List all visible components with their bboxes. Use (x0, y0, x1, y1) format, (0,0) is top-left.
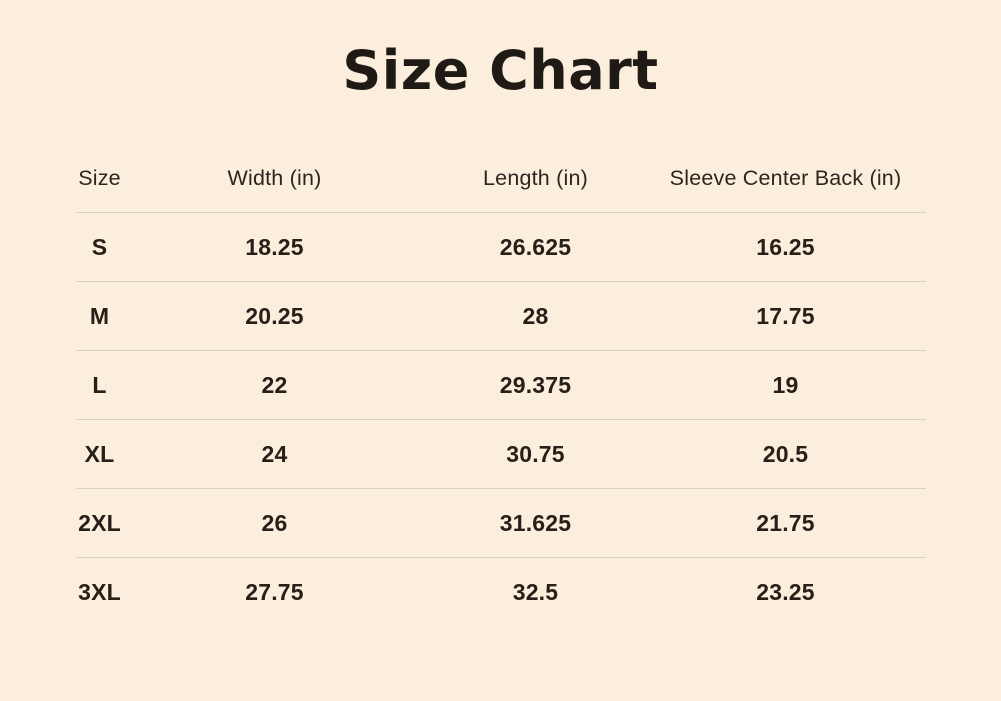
table-row: 3XL 27.75 32.5 23.25 (75, 557, 926, 627)
cell-width: 24 (261, 440, 288, 467)
page-title: Size Chart (342, 39, 659, 102)
table-row: L 22 29.375 19 (75, 350, 926, 420)
cell-sleeve: 19 (772, 371, 799, 398)
cell-sleeve: 17.75 (756, 302, 815, 329)
cell-size: 3XL (78, 578, 121, 605)
table-row: XL 24 30.75 20.5 (75, 419, 926, 489)
size-chart-table: Size Width (in) Length (in) Sleeve Cente… (75, 145, 926, 627)
cell-width: 18.25 (245, 233, 304, 260)
cell-sleeve: 21.75 (756, 509, 815, 536)
column-header-sleeve: Sleeve Center Back (in) (669, 165, 902, 190)
table-row: S 18.25 26.625 16.25 (75, 212, 926, 282)
table-row: M 20.25 28 17.75 (75, 281, 926, 351)
cell-size: M (89, 302, 110, 329)
cell-sleeve: 20.5 (762, 440, 809, 467)
cell-length: 28 (522, 302, 549, 329)
cell-size: XL (84, 440, 115, 467)
column-header-length: Length (in) (483, 165, 588, 190)
cell-length: 31.625 (499, 509, 572, 536)
cell-length: 26.625 (499, 233, 572, 260)
cell-size: S (91, 233, 108, 260)
cell-width: 22 (261, 371, 288, 398)
header-row: Size Width (in) Length (in) Sleeve Cente… (76, 145, 926, 213)
cell-size: L (92, 371, 107, 398)
table-row: 2XL 26 31.625 21.75 (75, 488, 926, 558)
cell-sleeve: 16.25 (756, 233, 815, 260)
cell-size: 2XL (78, 509, 121, 536)
cell-sleeve: 23.25 (756, 578, 815, 605)
cell-length: 30.75 (506, 440, 565, 467)
cell-length: 32.5 (512, 578, 559, 605)
cell-width: 27.75 (245, 578, 304, 605)
column-header-size: Size (78, 165, 121, 190)
cell-width: 26 (261, 509, 288, 536)
cell-width: 20.25 (245, 302, 304, 329)
column-header-width: Width (in) (227, 165, 322, 190)
cell-length: 29.375 (499, 371, 572, 398)
